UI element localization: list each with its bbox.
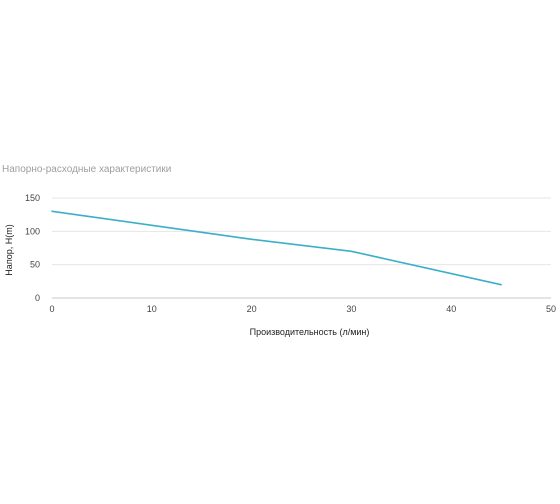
y-tick-label-0: 0 (35, 293, 40, 303)
y-axis-label: Напор, H(m) (4, 224, 14, 275)
x-tick-label-30: 30 (346, 304, 356, 314)
y-tick-label-50: 50 (30, 260, 40, 270)
grid-layer (52, 197, 551, 299)
x-tick-label-0: 0 (49, 304, 54, 314)
x-tick-label-50: 50 (546, 304, 556, 314)
x-axis-label: Производительность (л/мин) (250, 327, 370, 337)
series-line-0 (51, 210, 502, 286)
y-axis-ticks: 0 50 100 150 (25, 193, 40, 303)
x-tick-label-10: 10 (147, 304, 157, 314)
x-axis-ticks: 0 10 20 30 40 50 (49, 304, 556, 314)
x-tick-label-20: 20 (247, 304, 257, 314)
y-tick-label-100: 100 (25, 226, 40, 236)
series-layer (51, 210, 502, 286)
x-tick-label-40: 40 (446, 304, 456, 314)
chart-title: Напорно-расходные характеристики (2, 164, 172, 175)
y-tick-label-150: 150 (25, 193, 40, 203)
